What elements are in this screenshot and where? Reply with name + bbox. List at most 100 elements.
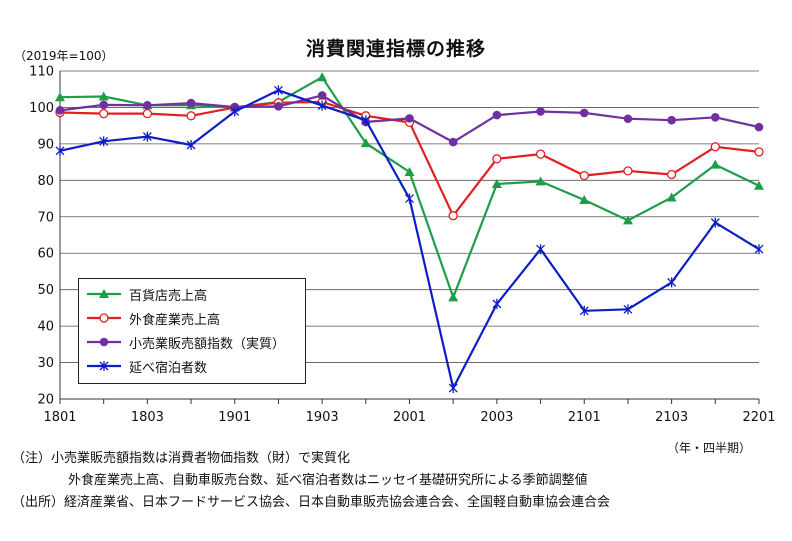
series-layer xyxy=(55,72,764,394)
y-tick-label: 110 xyxy=(29,65,54,80)
data-point xyxy=(317,100,327,111)
data-point xyxy=(754,122,764,132)
data-point xyxy=(579,195,590,205)
y-tick-label: 100 xyxy=(29,101,54,116)
data-point xyxy=(55,145,65,156)
legend-label: 外食産業売上高 xyxy=(129,312,221,328)
legend-marker-asterisk xyxy=(87,361,121,371)
data-point xyxy=(360,138,371,148)
data-point xyxy=(710,217,720,228)
legend: 百貨店売上高 外食産業売上高 小売業販売額指数（実質） 延べ宿泊者数 xyxy=(78,278,306,384)
data-point xyxy=(667,277,677,288)
note-2: 外食産業売上高、自動車販売台数、延べ宿泊者数はニッセイ基礎研究所による季節調整値 xyxy=(68,473,588,488)
data-point xyxy=(448,137,458,147)
y-tick-label: 60 xyxy=(37,247,54,262)
legend-item-restaurant: 外食産業売上高 xyxy=(85,307,220,329)
data-point xyxy=(535,176,546,186)
note-1: （注）小売業販売額指数は消費者物価指数（財）で実質化 xyxy=(12,451,351,466)
data-point xyxy=(142,131,152,142)
source-note: （出所）経済産業省、日本フードサービス協会、日本自動車販売協会連合会、全国軽自動… xyxy=(12,495,611,510)
x-tick-label: 1801 xyxy=(43,410,76,425)
y-tick-label: 30 xyxy=(37,356,54,371)
data-point xyxy=(492,154,502,164)
series-2 xyxy=(55,91,764,147)
data-point xyxy=(448,211,458,221)
data-point xyxy=(754,244,764,255)
data-point xyxy=(754,180,764,190)
data-point xyxy=(317,72,328,82)
tick-label-layer: 20 30 40 50 60 70 80 90 100 110 1801 1803 1901 1903 20… xyxy=(29,65,775,426)
data-point xyxy=(579,170,589,181)
legend-item-retail: 小売業販売額指数（実質） xyxy=(85,331,285,353)
data-point xyxy=(754,147,764,157)
data-point xyxy=(492,110,502,120)
y-tick-label: 20 xyxy=(37,393,54,408)
data-point xyxy=(99,108,109,119)
chart-title: 消費関連指標の推移 xyxy=(305,38,486,60)
data-point xyxy=(405,193,414,204)
x-axis-unit: （年・四半期） xyxy=(667,441,752,455)
axis-layer xyxy=(59,71,760,404)
data-point xyxy=(623,114,633,124)
data-point xyxy=(710,142,720,152)
y-tick-label: 70 xyxy=(37,210,54,225)
data-point xyxy=(55,92,65,102)
series-0 xyxy=(55,72,764,302)
legend-label: 延べ宿泊者数 xyxy=(129,360,208,376)
data-point xyxy=(579,108,589,118)
data-point xyxy=(405,114,414,123)
data-point xyxy=(448,383,458,394)
data-point xyxy=(99,100,108,110)
data-point xyxy=(710,159,721,169)
data-point xyxy=(622,215,633,225)
data-point xyxy=(623,166,633,176)
data-point xyxy=(142,108,153,119)
data-point xyxy=(273,85,283,96)
x-tick-label: 1903 xyxy=(306,410,339,425)
data-point xyxy=(491,178,502,188)
data-point xyxy=(667,115,676,125)
data-point xyxy=(623,304,633,315)
data-point xyxy=(186,139,196,150)
legend-item-department-store: 百貨店売上高 xyxy=(85,283,207,305)
data-point xyxy=(711,112,720,122)
data-point xyxy=(448,292,459,302)
data-point xyxy=(666,192,677,202)
data-point xyxy=(274,102,283,111)
data-point xyxy=(98,91,109,101)
data-point xyxy=(99,136,109,147)
y-tick-label: 50 xyxy=(37,283,54,298)
notes: （注）小売業販売額指数は消費者物価指数（財）で実質化 外食産業売上高、自動車販売… xyxy=(12,448,610,514)
legend-item-lodging: 延べ宿泊者数 xyxy=(85,355,207,377)
x-tick-label: 1803 xyxy=(131,410,164,425)
legend-label: 百貨店売上高 xyxy=(129,288,208,304)
data-point xyxy=(143,100,152,110)
data-point xyxy=(186,111,196,121)
data-point xyxy=(536,107,545,116)
x-tick-label: 2101 xyxy=(568,410,601,425)
data-point xyxy=(361,115,371,126)
data-point xyxy=(55,106,65,115)
x-tick-label: 2003 xyxy=(480,410,513,425)
x-tick-label: 2103 xyxy=(655,410,688,425)
data-point xyxy=(579,305,589,316)
legend-label: 小売業販売額指数（実質） xyxy=(129,336,286,352)
legend-marker-circle xyxy=(87,337,121,347)
legend-marker-open-circle xyxy=(87,313,121,323)
data-point xyxy=(492,298,502,309)
x-tick-label: 1901 xyxy=(218,410,251,425)
legend-marker-triangle xyxy=(87,289,121,298)
data-point xyxy=(317,91,327,100)
data-point xyxy=(404,166,415,176)
data-point xyxy=(535,149,546,159)
data-point xyxy=(230,106,240,117)
y-axis-unit: （2019年=100） xyxy=(14,49,114,63)
data-point xyxy=(666,169,677,180)
series-line xyxy=(59,76,760,299)
series-3 xyxy=(55,85,764,394)
data-point xyxy=(186,98,196,108)
data-point xyxy=(536,244,546,255)
y-tick-label: 80 xyxy=(37,174,54,189)
x-tick-label: 2201 xyxy=(742,410,775,425)
